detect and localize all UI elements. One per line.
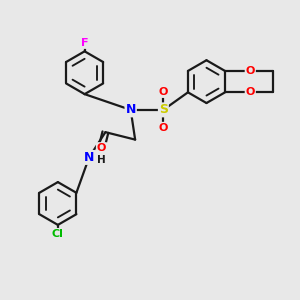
Text: F: F xyxy=(81,38,88,48)
Text: H: H xyxy=(97,155,106,165)
Text: Cl: Cl xyxy=(52,229,64,239)
Text: O: O xyxy=(246,66,255,76)
Text: O: O xyxy=(159,87,168,97)
Text: O: O xyxy=(159,123,168,133)
Text: S: S xyxy=(159,103,168,116)
Text: N: N xyxy=(125,103,136,116)
Text: O: O xyxy=(246,87,255,97)
Text: O: O xyxy=(97,143,106,153)
Text: N: N xyxy=(84,151,94,164)
